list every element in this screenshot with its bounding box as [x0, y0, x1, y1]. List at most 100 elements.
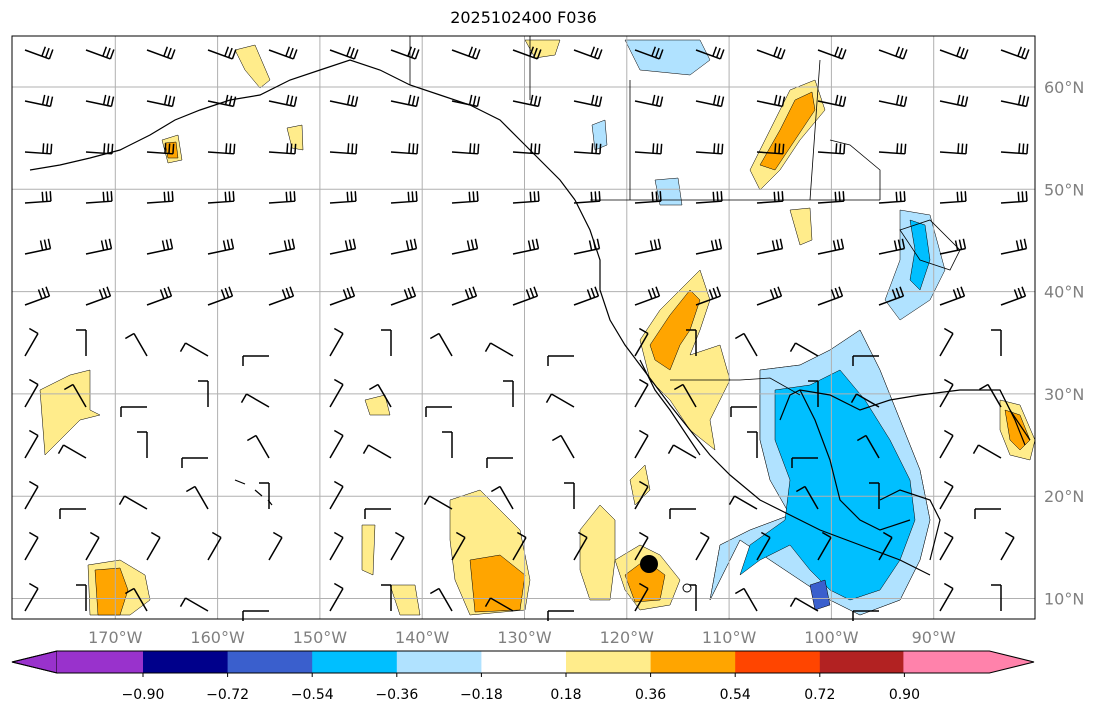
- wind-barb: [124, 587, 148, 612]
- wind-barb: [390, 46, 420, 60]
- wind-barb: [634, 327, 649, 357]
- wind-barb: [852, 355, 879, 366]
- colorbar-tick-label: −0.36: [375, 687, 418, 703]
- wind-barb: [817, 238, 845, 255]
- contour-region: [469, 554, 526, 613]
- colorbar-tick-label: 0.54: [720, 687, 751, 703]
- contour-region: [389, 584, 421, 616]
- wind-barb: [669, 508, 696, 519]
- wind-barb: [512, 94, 542, 108]
- wind-barb: [939, 480, 954, 510]
- wind-barb: [667, 444, 697, 459]
- wind-barb: [24, 46, 54, 60]
- wind-barb: [362, 444, 392, 459]
- wind-barb: [181, 457, 208, 468]
- wind-barbs: [24, 46, 1030, 621]
- wind-barb: [329, 378, 344, 408]
- alaska-coast: [29, 59, 576, 201]
- wind-barb: [24, 327, 39, 357]
- wind-barb: [429, 332, 453, 357]
- colorbar-tick-label: 0.72: [804, 687, 835, 703]
- wind-barb: [695, 531, 710, 561]
- wind-barb: [484, 342, 514, 357]
- wind-barb: [756, 143, 785, 155]
- contour-region: [591, 119, 608, 151]
- wind-barb: [24, 238, 52, 255]
- wind-barb: [1000, 191, 1028, 204]
- contour-region: [759, 91, 816, 171]
- wind-barb: [974, 508, 1001, 519]
- wind-barb: [329, 582, 344, 612]
- wind-barb: [1000, 94, 1030, 108]
- wind-barb: [573, 286, 600, 306]
- wind-barb: [756, 286, 783, 306]
- wind-barb: [329, 238, 357, 255]
- colorbar-outline: [11, 650, 1035, 674]
- wind-barb: [120, 406, 147, 417]
- colorbar-tick-label: −0.18: [460, 687, 503, 703]
- wind-barb: [1000, 46, 1030, 60]
- wind-barb: [878, 531, 893, 561]
- wind-barb: [512, 143, 541, 155]
- wind-barb: [734, 587, 758, 612]
- wind-barb: [1000, 143, 1029, 155]
- wind-barb: [756, 531, 771, 561]
- wind-barb: [730, 406, 757, 417]
- wind-barb: [24, 143, 53, 155]
- great-lakes: [899, 219, 961, 271]
- colorbar-segment: [650, 651, 736, 673]
- wind-barb: [673, 383, 697, 408]
- lon-label: 170°W: [88, 628, 143, 647]
- lon-label: 110°W: [702, 628, 757, 647]
- wind-barb: [547, 355, 574, 366]
- wind-barb: [85, 531, 100, 561]
- florida: [999, 389, 1026, 446]
- wind-barb: [57, 444, 87, 459]
- lat-label: 60°N: [1044, 78, 1084, 97]
- wind-barb: [484, 597, 514, 612]
- wind-barb: [137, 431, 148, 458]
- baja-california: [639, 359, 701, 456]
- canada-territories: [409, 36, 821, 201]
- wind-barb: [451, 191, 479, 204]
- wind-barb: [878, 94, 908, 108]
- wind-barb: [756, 191, 784, 204]
- wind-barb: [207, 191, 235, 204]
- contour-region: [809, 579, 831, 611]
- wind-barb: [242, 355, 269, 366]
- wind-barb: [24, 429, 39, 459]
- coastlines: [29, 36, 1031, 576]
- wind-barb: [451, 46, 481, 60]
- lon-label: 120°W: [600, 628, 655, 647]
- us-mexico-border: [670, 377, 801, 396]
- wind-barb: [451, 143, 480, 155]
- wind-barb: [146, 94, 176, 108]
- lat-label: 20°N: [1044, 487, 1084, 506]
- contour-region: [361, 524, 376, 576]
- wind-barb: [728, 495, 758, 510]
- wind-barb: [425, 406, 452, 417]
- wind-barb: [573, 94, 603, 108]
- wind-barb: [817, 191, 845, 204]
- wind-barb: [390, 531, 405, 561]
- wind-barb: [76, 329, 87, 356]
- wind-barb: [207, 286, 234, 306]
- wind-barb: [381, 329, 392, 356]
- wind-barb: [878, 143, 907, 155]
- wind-barb: [146, 238, 174, 255]
- wind-barb: [24, 582, 39, 612]
- colorbar-tick-label: −0.72: [206, 687, 249, 703]
- wind-barb: [451, 286, 478, 306]
- north-america-west-coast: [574, 199, 931, 576]
- lat-label: 30°N: [1044, 385, 1084, 404]
- wind-barb: [268, 286, 295, 306]
- wind-barb: [207, 531, 222, 561]
- contour-region: [639, 269, 731, 451]
- wind-barb: [390, 94, 420, 108]
- wind-barb: [939, 46, 969, 60]
- wind-barb: [939, 94, 969, 108]
- wind-barb: [268, 143, 297, 155]
- contour-region: [94, 567, 129, 616]
- wind-barb: [634, 46, 664, 60]
